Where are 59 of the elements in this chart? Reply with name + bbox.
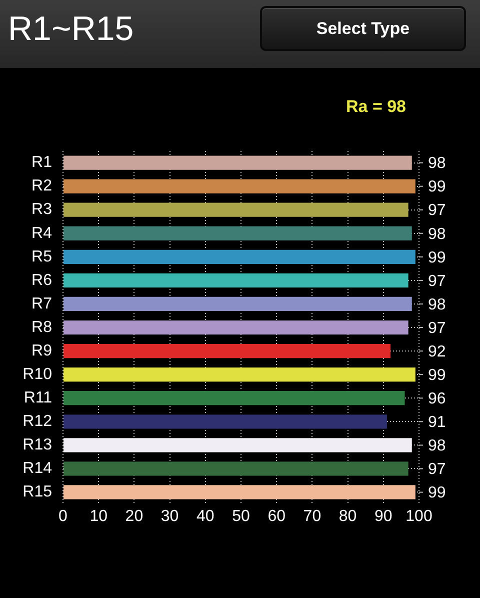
x-tick-label: 100 [406, 508, 432, 526]
data-label: 98 [428, 438, 446, 455]
x-tick-label: 0 [58, 508, 68, 526]
y-tick-label: R9 [32, 342, 52, 360]
data-label: 91 [428, 414, 446, 432]
y-tick-label: R1 [32, 154, 52, 172]
chart-title: R1~R15 [8, 10, 134, 48]
x-tick-label: 90 [374, 508, 392, 526]
data-label: 98 [428, 155, 446, 172]
y-tick-label: R13 [22, 436, 52, 454]
bar [64, 414, 387, 429]
bar [64, 273, 408, 288]
x-tick-label: 30 [160, 508, 179, 526]
x-tick-label: 40 [196, 508, 214, 526]
bar [64, 462, 408, 476]
data-label: 97 [428, 202, 446, 220]
y-tick-label: R14 [22, 460, 52, 478]
x-tick-label: 10 [90, 508, 108, 526]
bar [64, 156, 412, 170]
y-tick-label: R2 [32, 178, 52, 195]
data-label: 99 [428, 178, 446, 196]
data-label: 98 [428, 296, 446, 314]
y-tick-label: R11 [24, 390, 52, 407]
y-tick-label: R10 [22, 366, 52, 383]
bar [64, 179, 416, 194]
bar [64, 438, 412, 452]
bar [64, 320, 408, 335]
button[interactable]: Select Type [260, 6, 466, 51]
bar [64, 226, 412, 240]
x-tick-label: 20 [125, 508, 144, 526]
text: Ra = 98 [346, 97, 406, 117]
data-label: 99 [428, 366, 446, 384]
data-label: 92 [428, 343, 446, 360]
bar [64, 296, 412, 312]
y-tick-label: R7 [32, 295, 52, 312]
x-tick-label: 50 [232, 508, 250, 526]
data-label: 98 [428, 226, 446, 243]
bar [64, 485, 416, 500]
bar [64, 250, 416, 264]
bar [64, 344, 391, 358]
data-label: 97 [428, 461, 446, 478]
x-tick-label: 80 [338, 508, 357, 526]
data-label: 97 [428, 320, 446, 337]
x-tick-label: 70 [303, 508, 322, 526]
y-tick-label: R6 [32, 272, 52, 289]
y-tick-label: R8 [32, 318, 52, 336]
y-tick-label: R12 [22, 413, 52, 430]
bar [64, 391, 405, 406]
y-tick-label: R5 [32, 248, 52, 266]
data-label: 99 [428, 249, 446, 266]
data-label: 97 [428, 272, 446, 290]
data-label: 96 [428, 390, 446, 408]
y-tick-label: R3 [32, 201, 52, 218]
data-label: 99 [428, 484, 446, 502]
x-tick-label: 60 [268, 508, 286, 526]
bar [64, 368, 416, 382]
bar [64, 202, 408, 217]
y-tick-label: R4 [32, 224, 52, 242]
y-tick-label: R15 [22, 484, 52, 501]
